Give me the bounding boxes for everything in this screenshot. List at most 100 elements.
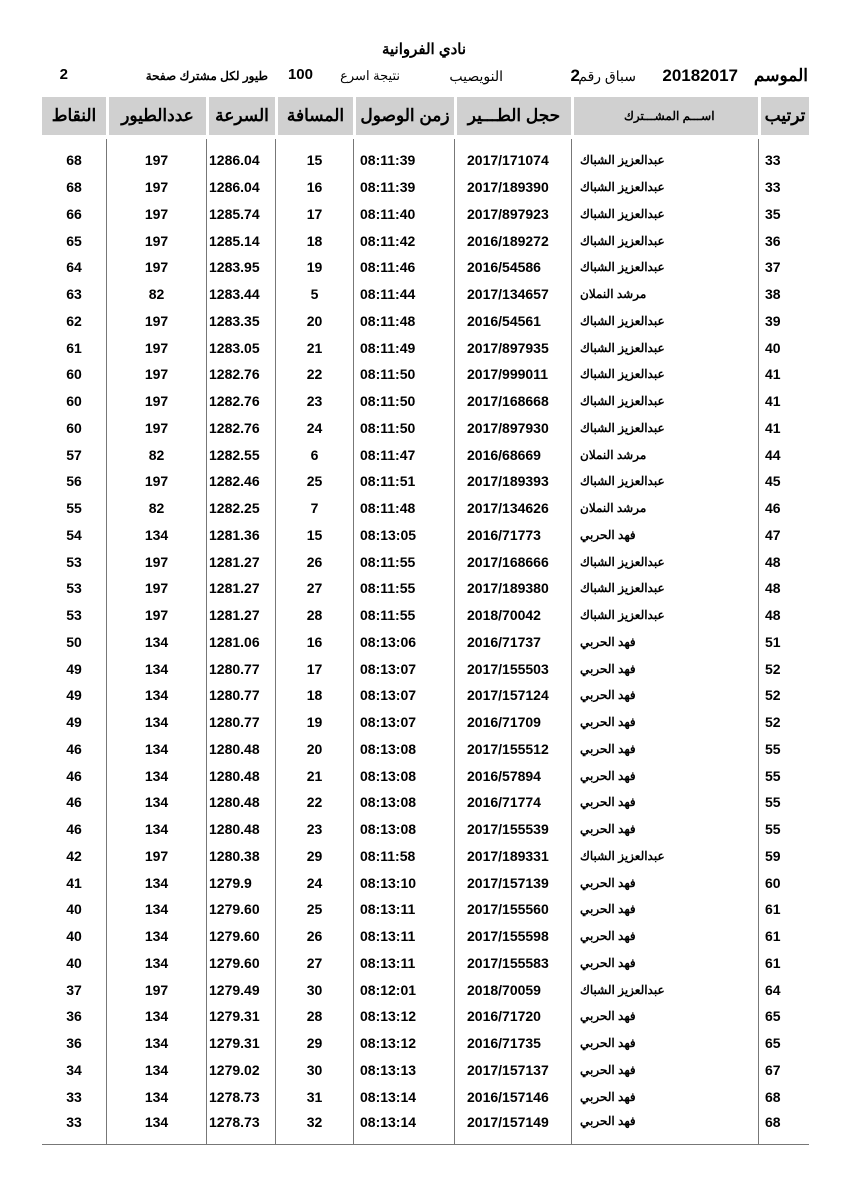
table-row: 38 مرشد النملان 2017/134657 08:11:44 5 1283.4…	[42, 280, 809, 308]
rank-cell: 67	[758, 1056, 809, 1084]
member-name-cell: عبدالعزيز الشباك	[571, 200, 758, 228]
col-arrival: زمن الوصول	[353, 97, 454, 139]
table-row: 44 مرشد النملان 2016/68669 08:11:47 6 1282.55…	[42, 441, 809, 468]
points-cell: 40	[66, 928, 82, 945]
member-name-cell: عبدالعزيز الشباك	[571, 575, 758, 602]
member-name-cell: فهد الحربي	[571, 1056, 758, 1084]
season-label: الموسم	[753, 66, 808, 85]
rank-cell: 48	[758, 601, 809, 629]
rank-cell: 61	[758, 896, 809, 923]
rank-cell: 48	[758, 575, 809, 602]
speed-cell: 1279.31	[206, 1029, 275, 1057]
speed-cell: 1278.73	[206, 1083, 275, 1110]
rank-cell: 60	[758, 869, 809, 896]
col-ring: حجل الطـــير	[454, 97, 571, 139]
ring-number-cell: 2016/57894	[454, 762, 571, 789]
distance-cell: 26	[275, 922, 353, 950]
bird-count-cell: 134	[106, 1110, 206, 1145]
bird-count-cell: 134	[106, 922, 206, 950]
speed-cell: 1280.48	[206, 815, 275, 843]
distance-cell: 16	[275, 628, 353, 656]
rank-cell: 44	[758, 441, 809, 468]
results-table: ترتيب اســـم المشـــترك حجل الطـــير زمن…	[42, 97, 809, 1145]
member-name-cell: فهد الحربي	[571, 1110, 758, 1145]
ring-number-cell: 2017/168666	[454, 548, 571, 575]
member-name-cell: عبدالعزيز الشباك	[571, 414, 758, 442]
distance-cell: 15	[275, 521, 353, 549]
ring-number-cell: 2017/171074	[454, 139, 571, 174]
rank-cell: 40	[758, 334, 809, 361]
rank-cell: 41	[758, 414, 809, 442]
arrival-time-cell: 08:13:14	[353, 1110, 454, 1145]
distance-cell: 19	[275, 254, 353, 281]
table-row: 60 فهد الحربي 2017/157139 08:13:10 24 1279.9 1…	[42, 869, 809, 896]
distance-cell: 18	[275, 227, 353, 254]
distance-cell: 15	[275, 139, 353, 174]
speed-cell: 1285.74	[206, 200, 275, 228]
points-cell: 68	[66, 179, 82, 196]
arrival-time-cell: 08:11:39	[353, 139, 454, 174]
distance-cell: 18	[275, 682, 353, 709]
rank-cell: 33	[758, 139, 809, 174]
distance-cell: 27	[275, 949, 353, 977]
member-name-cell: فهد الحربي	[571, 655, 758, 682]
speed-cell: 1279.49	[206, 976, 275, 1003]
distance-cell: 21	[275, 334, 353, 361]
table-row: 52 فهد الحربي 2017/155503 08:13:07 17 1280.77…	[42, 655, 809, 682]
bird-count-cell: 134	[106, 1003, 206, 1030]
bird-count-cell: 197	[106, 200, 206, 228]
arrival-time-cell: 08:13:11	[353, 896, 454, 923]
speed-cell: 1280.48	[206, 762, 275, 789]
ring-number-cell: 2017/897923	[454, 200, 571, 228]
distance-cell: 16	[275, 173, 353, 201]
arrival-time-cell: 08:11:55	[353, 601, 454, 629]
member-name-cell: فهد الحربي	[571, 521, 758, 549]
speed-cell: 1281.27	[206, 601, 275, 629]
ring-number-cell: 2017/189390	[454, 173, 571, 201]
distance-cell: 20	[275, 735, 353, 763]
ring-number-cell: 2018/70059	[454, 976, 571, 1003]
speed-cell: 1280.77	[206, 708, 275, 736]
bird-count-cell: 197	[106, 575, 206, 602]
points-cell: 53	[66, 553, 82, 570]
table-row: 37 عبدالعزيز الشباك 2016/54586 08:11:46 19 12…	[42, 254, 809, 281]
points-cell: 40	[66, 901, 82, 918]
bird-count-cell: 134	[106, 762, 206, 789]
speed-cell: 1281.27	[206, 575, 275, 602]
table-row: 41 عبدالعزيز الشباك 2017/999011 08:11:50 22 1…	[42, 361, 809, 388]
points-cell: 60	[66, 419, 82, 436]
table-row: 64 عبدالعزيز الشباك 2018/70059 08:12:01 30 12…	[42, 976, 809, 1003]
member-name-cell: فهد الحربي	[571, 789, 758, 816]
distance-cell: 29	[275, 1029, 353, 1057]
member-name-cell: فهد الحربي	[571, 815, 758, 843]
page-number: 2	[59, 66, 68, 83]
bird-count-cell: 197	[106, 414, 206, 442]
rank-cell: 38	[758, 280, 809, 308]
rank-cell: 36	[758, 227, 809, 254]
speed-cell: 1281.27	[206, 548, 275, 575]
table-row: 41 عبدالعزيز الشباك 2017/897930 08:11:50 24 1…	[42, 414, 809, 442]
distance-cell: 17	[275, 200, 353, 228]
distance-cell: 31	[275, 1083, 353, 1110]
bird-count-cell: 134	[106, 789, 206, 816]
points-cell: 65	[66, 232, 82, 249]
speed-cell: 1280.48	[206, 789, 275, 816]
points-cell: 33	[42, 1110, 106, 1145]
distance-cell: 23	[275, 387, 353, 415]
arrival-time-cell: 08:11:50	[353, 361, 454, 388]
rank-cell: 47	[758, 521, 809, 549]
table-row: 48 عبدالعزيز الشباك 2018/70042 08:11:55 28 12…	[42, 601, 809, 629]
bird-count-cell: 197	[106, 976, 206, 1003]
arrival-time-cell: 08:11:47	[353, 441, 454, 468]
speed-cell: 1280.77	[206, 682, 275, 709]
arrival-time-cell: 08:11:49	[353, 334, 454, 361]
speed-cell: 1283.44	[206, 280, 275, 308]
arrival-time-cell: 08:11:42	[353, 227, 454, 254]
bird-count-cell: 134	[106, 708, 206, 736]
points-cell: 46	[66, 794, 82, 811]
ring-number-cell: 2016/157146	[454, 1083, 571, 1110]
distance-cell: 25	[275, 896, 353, 923]
distance-cell: 24	[275, 414, 353, 442]
col-rank: ترتيب	[758, 97, 809, 139]
ring-number-cell: 2017/168668	[454, 387, 571, 415]
